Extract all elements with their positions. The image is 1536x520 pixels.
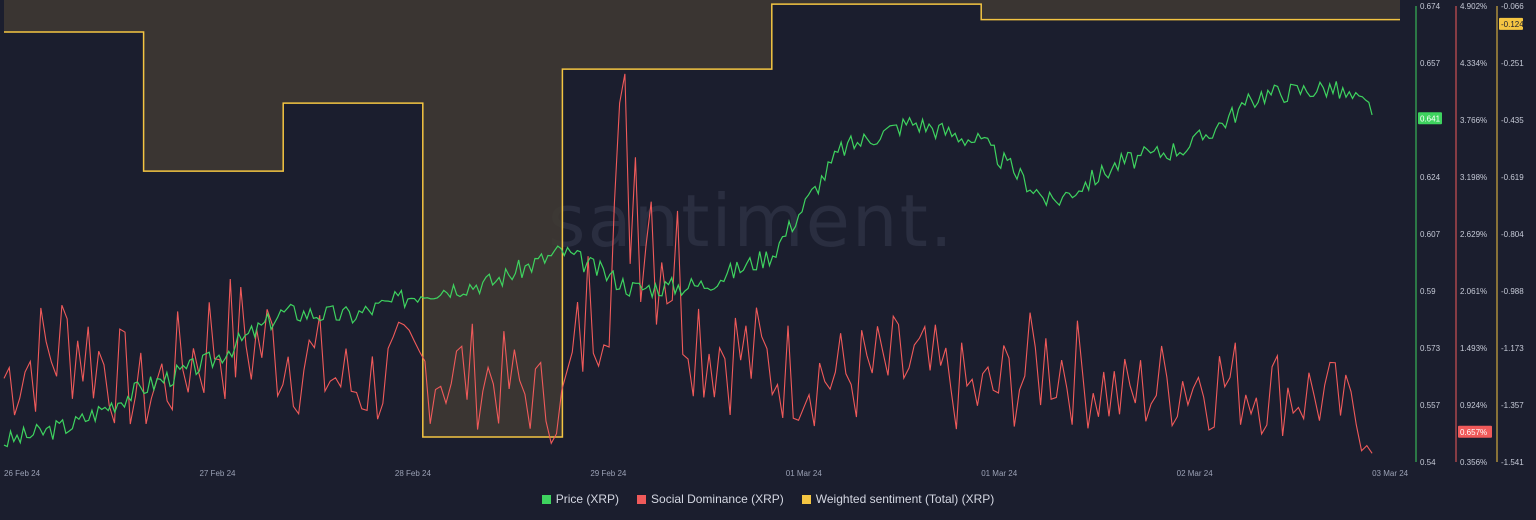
price-tick-label: 0.54	[1420, 458, 1436, 467]
legend-label-price: Price (XRP)	[555, 492, 620, 506]
price-current-value: 0.641	[1420, 114, 1441, 123]
price-line	[3, 80, 1373, 448]
legend-item-price[interactable]: Price (XRP)	[541, 492, 620, 506]
x-tick-label: 26 Feb 24	[4, 469, 41, 478]
axes: 0.674 0.657 0.641 0.624 0.607 0.59 0.573 0.557 0…	[1415, 2, 1524, 467]
x-axis-labels: 26 Feb 24 27 Feb 24 28 Feb 24 29 Feb 24 01 M…	[4, 469, 1409, 478]
sentiment-tick-label: -0.066	[1501, 2, 1524, 11]
social-tick-label: 4.902%	[1460, 2, 1487, 11]
social-tick-label: 1.493%	[1460, 344, 1487, 353]
price-series	[3, 80, 1373, 448]
x-tick-label: 28 Feb 24	[395, 469, 432, 478]
x-tick-label: 03 Mar 24	[1372, 469, 1409, 478]
legend-label-social: Social Dominance (XRP)	[651, 492, 784, 506]
sentiment-tick-label: -1.357	[1501, 401, 1524, 410]
social-tick-label: 4.334%	[1460, 59, 1487, 68]
sentiment-current-badge	[1499, 17, 1523, 30]
social-dominance-series	[3, 73, 1373, 454]
social-tick-label: 3.198%	[1460, 173, 1487, 182]
sentiment-tick-label: -0.988	[1501, 287, 1524, 296]
legend-item-sentiment[interactable]: Weighted sentiment (Total) (XRP)	[801, 492, 995, 506]
price-tick-label: 0.573	[1420, 344, 1441, 353]
legend-item-social-dominance[interactable]: Social Dominance (XRP)	[637, 492, 784, 506]
social-tick-label: 3.766%	[1460, 116, 1487, 125]
legend-swatch-social	[637, 494, 647, 504]
sentiment-line	[4, 3, 1400, 438]
price-tick-label: 0.607	[1420, 230, 1441, 239]
social-dominance-line	[3, 73, 1373, 454]
price-current-badge	[1418, 112, 1442, 125]
price-tick-label: 0.624	[1420, 173, 1441, 182]
x-tick-label: 27 Feb 24	[199, 469, 236, 478]
sentiment-current-value: -0.124	[1501, 20, 1524, 29]
x-tick-label: 01 Mar 24	[981, 469, 1018, 478]
sentiment-tick-label: -0.251	[1501, 59, 1524, 68]
sentiment-tick-label: -1.541	[1501, 458, 1524, 467]
price-tick-label: 0.59	[1420, 287, 1436, 296]
social-current-badge	[1458, 425, 1492, 438]
sentiment-tick-label: -1.173	[1501, 344, 1524, 353]
legend-swatch-price	[541, 494, 551, 504]
sentiment-tick-label: -0.435	[1501, 116, 1524, 125]
social-tick-label: 2.629%	[1460, 230, 1487, 239]
price-tick-label: 0.657	[1420, 59, 1441, 68]
x-tick-label: 02 Mar 24	[1177, 469, 1214, 478]
sentiment-tick-label: -0.804	[1501, 230, 1524, 239]
x-tick-label: 01 Mar 24	[786, 469, 823, 478]
sentiment-series	[4, 0, 1400, 438]
social-current-value: 0.657%	[1460, 428, 1487, 437]
sentiment-tick-label: -0.619	[1501, 173, 1524, 182]
legend-swatch-sentiment	[801, 494, 811, 504]
legend: Price (XRP) Social Dominance (XRP) Weigh…	[0, 492, 1536, 506]
social-tick-label: 2.061%	[1460, 287, 1487, 296]
legend-label-sentiment: Weighted sentiment (Total) (XRP)	[815, 492, 995, 506]
social-tick-label: 0.924%	[1460, 401, 1487, 410]
social-tick-label: 0.356%	[1460, 458, 1487, 467]
watermark: santiment.	[548, 179, 955, 263]
price-tick-label: 0.674	[1420, 2, 1441, 11]
x-tick-label: 29 Feb 24	[590, 469, 627, 478]
price-tick-label: 0.557	[1420, 401, 1441, 410]
